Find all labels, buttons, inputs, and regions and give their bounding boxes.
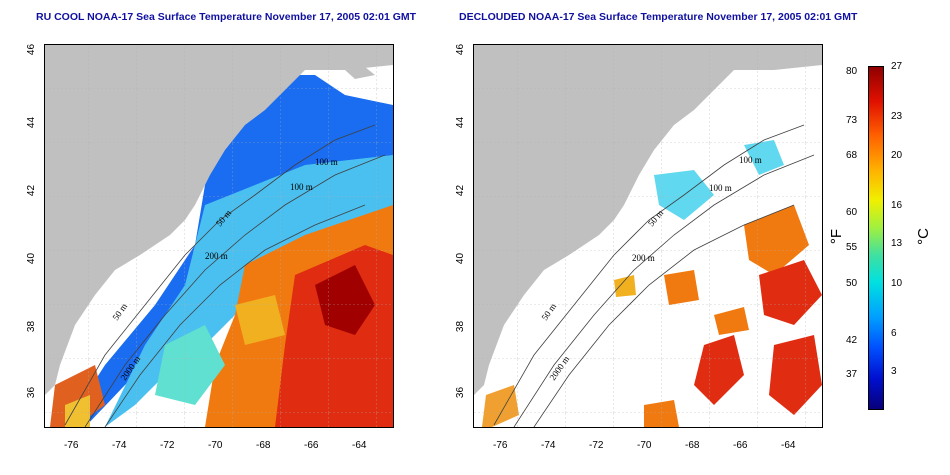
lat-tick: 38	[26, 320, 38, 333]
contour-label: 200 m	[632, 253, 655, 263]
fahrenheit-tick: 80	[846, 66, 858, 77]
contour-label: 100 m	[739, 155, 762, 165]
fahrenheit-tick: 73	[846, 115, 858, 126]
lat-tick: 42	[455, 184, 467, 197]
left-map-title: RU COOL NOAA-17 Sea Surface Temperature …	[36, 11, 417, 23]
lon-tick: -74	[541, 440, 556, 451]
celsius-tick: 16	[891, 200, 903, 211]
contour-label: 100 m	[709, 183, 732, 193]
celsius-tick: 20	[891, 150, 903, 161]
fahrenheit-tick: 50	[846, 278, 858, 289]
lat-tick: 46	[455, 43, 467, 56]
lat-tick: 40	[455, 252, 467, 265]
right-map-title: DECLOUDED NOAA-17 Sea Surface Temperatur…	[459, 11, 858, 23]
lon-tick: -68	[256, 440, 271, 451]
fahrenheit-tick: 68	[846, 150, 858, 161]
contour-label: 100 m	[315, 157, 338, 167]
lon-tick: -74	[112, 440, 127, 451]
fahrenheit-label: °F	[828, 228, 846, 245]
lon-tick: -76	[493, 440, 508, 451]
lon-tick: -72	[589, 440, 604, 451]
lon-tick: -66	[733, 440, 748, 451]
lat-tick: 42	[26, 184, 38, 197]
fahrenheit-tick: 55	[846, 242, 858, 253]
colorbar-gradient	[869, 67, 883, 409]
celsius-tick: 6	[891, 328, 897, 339]
fahrenheit-tick: 42	[846, 335, 858, 346]
lat-tick: 46	[26, 43, 38, 56]
lon-tick: -72	[160, 440, 175, 451]
celsius-label: °C	[914, 228, 932, 245]
contour-label: 200 m	[205, 251, 228, 261]
lat-tick: 40	[26, 252, 38, 265]
fahrenheit-tick: 60	[846, 207, 858, 218]
lat-tick: 36	[455, 386, 467, 399]
fahrenheit-tick: 37	[846, 369, 858, 380]
lon-tick: -70	[208, 440, 223, 451]
lat-tick: 44	[26, 116, 38, 129]
lon-tick: -68	[685, 440, 700, 451]
celsius-tick: 23	[891, 111, 903, 122]
lon-tick: -70	[637, 440, 652, 451]
temperature-colorbar	[868, 66, 884, 410]
contour-label: 100 m	[290, 182, 313, 192]
lon-tick: -64	[352, 440, 367, 451]
lat-tick: 44	[455, 116, 467, 129]
raw-sst-map: 200 m 100 m 50 m 100 m 50 m 2000 m	[44, 44, 394, 428]
celsius-tick: 27	[891, 61, 903, 72]
lon-tick: -66	[304, 440, 319, 451]
celsius-tick: 3	[891, 366, 897, 377]
lon-tick: -64	[781, 440, 796, 451]
celsius-tick: 13	[891, 238, 903, 249]
lon-tick: -76	[64, 440, 79, 451]
celsius-tick: 10	[891, 278, 903, 289]
declouded-sst-map: 100 m 100 m 50 m 200 m 50 m 2000 m	[473, 44, 823, 428]
lat-tick: 38	[455, 320, 467, 333]
lat-tick: 36	[26, 386, 38, 399]
